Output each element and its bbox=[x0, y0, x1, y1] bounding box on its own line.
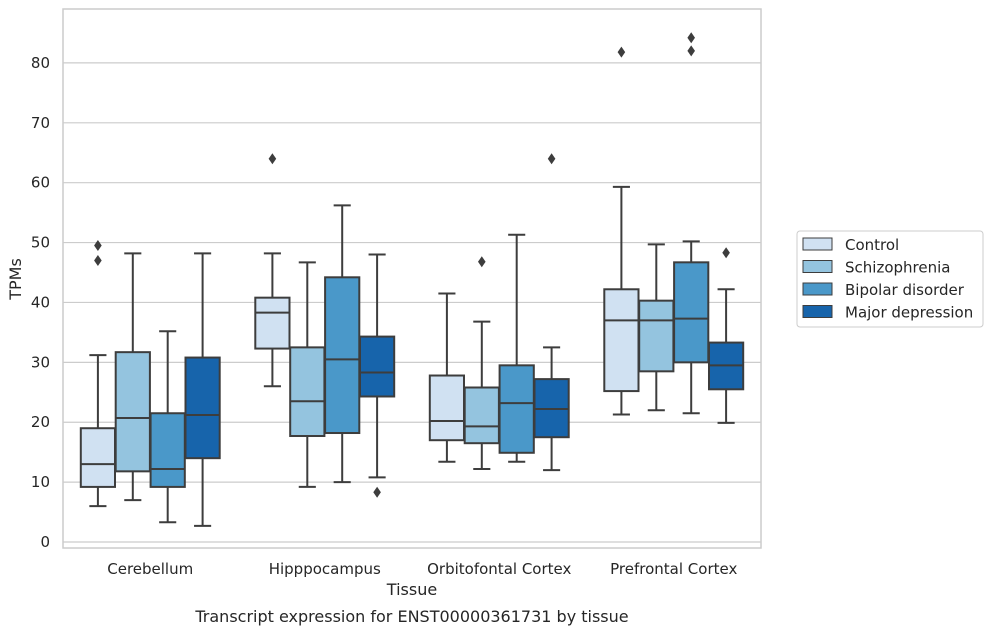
x-axis-label: Tissue bbox=[386, 580, 437, 599]
box-2-0 bbox=[428, 292, 466, 463]
box-1-3 bbox=[358, 253, 396, 498]
y-tick-label: 30 bbox=[31, 353, 50, 371]
x-tick-label: Prefrontal Cortex bbox=[610, 560, 737, 578]
iqr-box bbox=[79, 427, 117, 488]
y-tick-label: 60 bbox=[31, 174, 50, 192]
outlier-point bbox=[547, 153, 556, 165]
iqr-box bbox=[149, 412, 186, 488]
legend-label: Major depression bbox=[845, 304, 973, 322]
box-0-3 bbox=[184, 252, 221, 527]
legend-swatch bbox=[802, 260, 833, 273]
iqr-box bbox=[114, 351, 151, 473]
outlier-point bbox=[478, 256, 486, 268]
iqr-box bbox=[289, 346, 326, 438]
y-tick-label: 20 bbox=[31, 413, 50, 431]
iqr-box bbox=[498, 364, 535, 454]
box-2-3 bbox=[533, 153, 570, 472]
y-tick-label: 0 bbox=[40, 533, 50, 551]
box-0-0 bbox=[79, 240, 117, 508]
y-axis-label: TPMs bbox=[6, 258, 25, 301]
outlier-point bbox=[687, 45, 695, 57]
iqr-box bbox=[603, 288, 640, 393]
outlier-point bbox=[617, 46, 626, 58]
iqr-box bbox=[184, 356, 221, 460]
legend-frame bbox=[796, 230, 984, 328]
box-0-2 bbox=[149, 330, 186, 524]
outlier-point bbox=[722, 247, 730, 259]
box-1-0 bbox=[254, 153, 291, 388]
outlier-point bbox=[94, 255, 102, 267]
iqr-box bbox=[638, 299, 675, 373]
outlier-point bbox=[687, 32, 695, 44]
legend-label: Bipolar disorder bbox=[845, 281, 965, 299]
box-3-3 bbox=[707, 247, 745, 424]
legend-label: Schizophrenia bbox=[845, 259, 950, 277]
box-1-2 bbox=[324, 204, 361, 484]
y-tick-label: 80 bbox=[31, 54, 50, 72]
y-tick-labels: 0 10 20 30 40 50 60 70 80 bbox=[31, 54, 50, 551]
x-tick-label: Hipppocampus bbox=[269, 560, 381, 578]
legend-swatch bbox=[802, 305, 833, 318]
box-3-0 bbox=[603, 46, 640, 416]
legend-swatch bbox=[802, 237, 833, 251]
boxes bbox=[79, 32, 745, 527]
iqr-box bbox=[428, 374, 466, 442]
legend-label: Control bbox=[845, 236, 899, 254]
y-tick-label: 10 bbox=[31, 473, 50, 491]
x-tick-label: Orbitofontal Cortex bbox=[427, 560, 571, 578]
box-2-2 bbox=[498, 233, 535, 463]
iqr-box bbox=[673, 261, 710, 364]
box-3-2 bbox=[673, 32, 710, 415]
outlier-point bbox=[373, 486, 381, 498]
x-tick-labels: Cerebellum Hipppocampus Orbitofontal Corte… bbox=[107, 560, 737, 578]
box-0-1 bbox=[114, 252, 151, 502]
iqr-box bbox=[324, 276, 361, 435]
box-3-1 bbox=[638, 243, 675, 412]
iqr-box bbox=[463, 386, 500, 445]
outlier-point bbox=[94, 240, 102, 252]
legend-swatch bbox=[802, 282, 833, 296]
x-tick-label: Cerebellum bbox=[107, 560, 193, 578]
iqr-box bbox=[254, 296, 291, 350]
y-tick-label: 70 bbox=[31, 114, 50, 132]
legend: Control Schizophrenia Bipolar disorder Majo… bbox=[796, 230, 984, 328]
y-tick-label: 50 bbox=[31, 234, 50, 252]
outlier-point bbox=[268, 153, 277, 165]
y-tick-label: 40 bbox=[31, 293, 50, 311]
chart-caption: Transcript expression for ENST0000036173… bbox=[194, 607, 628, 626]
iqr-box bbox=[358, 335, 396, 398]
